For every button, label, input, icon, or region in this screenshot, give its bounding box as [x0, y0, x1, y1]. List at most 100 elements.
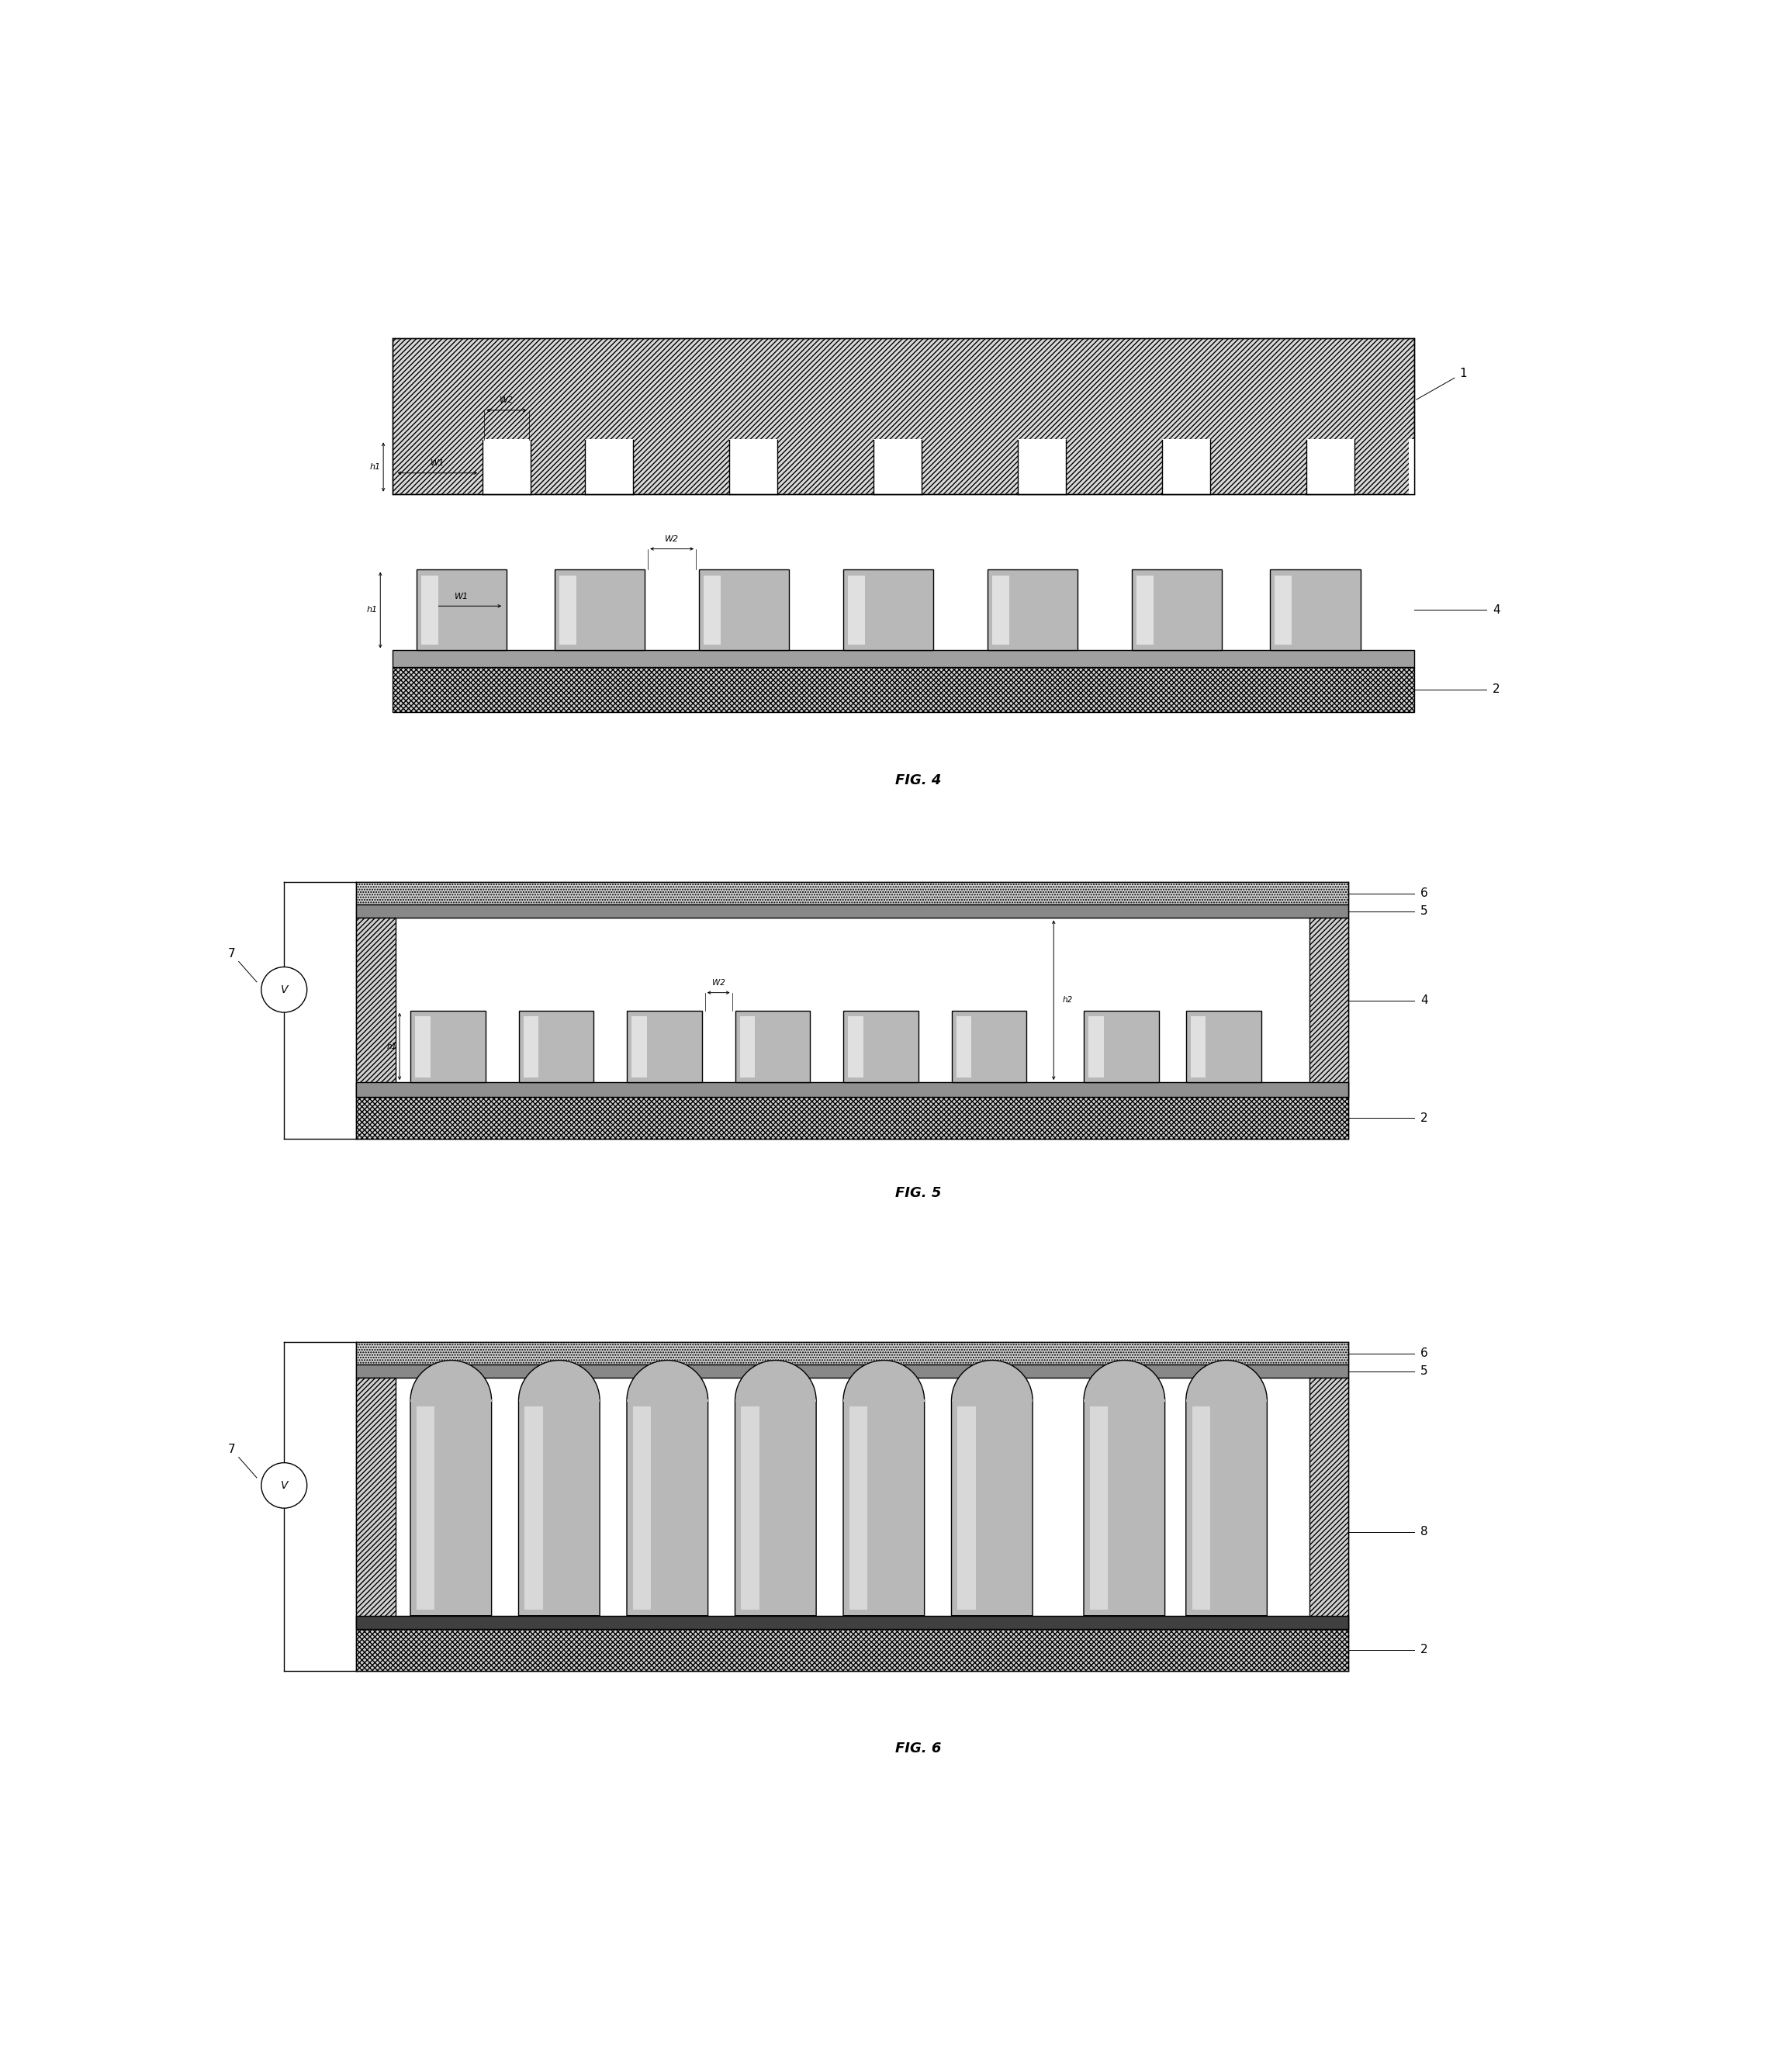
Bar — [1310, 919, 1348, 1097]
Bar — [699, 570, 788, 650]
FancyBboxPatch shape — [410, 1400, 491, 1615]
Bar — [742, 1406, 760, 1611]
Text: h2: h2 — [1063, 995, 1073, 1004]
Bar — [957, 1016, 971, 1078]
Bar — [392, 667, 1414, 712]
Bar — [1310, 1377, 1348, 1629]
Bar — [357, 1629, 1348, 1671]
Text: V: V — [280, 1481, 289, 1491]
Text: FIG. 4: FIG. 4 — [896, 774, 941, 787]
Bar — [392, 650, 1414, 667]
Bar — [357, 1097, 1348, 1140]
Bar — [357, 882, 1348, 904]
Text: 6: 6 — [1421, 888, 1428, 900]
Bar — [357, 1615, 1348, 1629]
Text: 7: 7 — [228, 948, 237, 960]
Bar — [844, 1400, 925, 1402]
FancyBboxPatch shape — [844, 1400, 925, 1615]
Text: 2: 2 — [1421, 1113, 1428, 1123]
Bar — [1306, 440, 1355, 494]
Text: 2: 2 — [1421, 1644, 1428, 1656]
Bar — [1018, 440, 1066, 494]
Bar — [416, 1016, 430, 1078]
Wedge shape — [1186, 1361, 1267, 1400]
Bar — [1409, 440, 1414, 494]
Text: W1: W1 — [430, 458, 444, 467]
Text: W1: W1 — [455, 593, 468, 601]
Text: W1: W1 — [441, 1028, 455, 1037]
Wedge shape — [1084, 1361, 1165, 1400]
Text: 4: 4 — [1493, 605, 1500, 615]
Bar — [987, 570, 1077, 650]
Text: 5: 5 — [1421, 907, 1428, 917]
Wedge shape — [735, 1361, 815, 1400]
Bar — [1133, 570, 1222, 650]
Text: 8: 8 — [1421, 1526, 1428, 1538]
Bar — [1190, 1016, 1206, 1078]
Circle shape — [262, 966, 306, 1012]
Bar — [525, 1406, 543, 1611]
Bar — [844, 570, 934, 650]
Bar — [848, 576, 866, 644]
Text: 5: 5 — [1421, 1365, 1428, 1377]
Text: V: V — [280, 985, 289, 995]
Bar — [559, 576, 577, 644]
FancyBboxPatch shape — [518, 1400, 600, 1615]
FancyBboxPatch shape — [952, 1400, 1032, 1615]
Text: h1: h1 — [366, 607, 378, 613]
Bar — [735, 1010, 810, 1082]
Bar — [957, 1406, 975, 1611]
Text: W2: W2 — [500, 396, 514, 405]
Bar — [1088, 1016, 1104, 1078]
Bar — [729, 440, 778, 494]
Bar — [849, 1406, 867, 1611]
Bar — [357, 1377, 396, 1629]
Bar — [1192, 1406, 1210, 1611]
Bar — [704, 576, 720, 644]
Bar — [952, 1010, 1027, 1082]
Bar — [410, 1400, 491, 1402]
Text: h1: h1 — [369, 463, 380, 471]
Bar — [1271, 570, 1360, 650]
Bar — [735, 1400, 815, 1402]
Bar — [1090, 1406, 1107, 1611]
Bar — [357, 1082, 1348, 1097]
Text: W2: W2 — [665, 535, 679, 543]
Bar — [873, 440, 921, 494]
Text: FIG. 6: FIG. 6 — [896, 1741, 941, 1755]
Bar — [1274, 576, 1292, 644]
Wedge shape — [627, 1361, 708, 1400]
Bar — [416, 1406, 434, 1611]
Bar — [1161, 440, 1210, 494]
Text: 1: 1 — [1459, 368, 1468, 380]
Wedge shape — [952, 1361, 1032, 1400]
Circle shape — [262, 1462, 306, 1507]
Text: W2: W2 — [711, 979, 726, 987]
Text: 6: 6 — [1421, 1348, 1428, 1359]
Text: FIG. 5: FIG. 5 — [896, 1185, 941, 1200]
Text: h1: h1 — [387, 1043, 398, 1051]
Bar — [1186, 1010, 1262, 1082]
Bar — [556, 570, 645, 650]
Bar — [1084, 1400, 1165, 1402]
Bar — [584, 440, 633, 494]
FancyBboxPatch shape — [1084, 1400, 1165, 1615]
Bar — [952, 1400, 1032, 1402]
Bar — [1186, 1400, 1267, 1402]
Bar — [421, 576, 437, 644]
Bar — [357, 1342, 1348, 1365]
Bar — [357, 1365, 1348, 1377]
Bar — [633, 1406, 650, 1611]
Text: 2: 2 — [1493, 684, 1500, 696]
Bar — [518, 1010, 593, 1082]
Text: 4: 4 — [1421, 995, 1428, 1006]
Bar — [1084, 1010, 1159, 1082]
Bar — [416, 570, 507, 650]
Text: 7: 7 — [228, 1443, 237, 1456]
Wedge shape — [844, 1361, 925, 1400]
FancyBboxPatch shape — [1186, 1400, 1267, 1615]
Bar — [357, 919, 396, 1097]
Bar — [993, 576, 1009, 644]
Bar — [848, 1016, 864, 1078]
FancyBboxPatch shape — [627, 1400, 708, 1615]
